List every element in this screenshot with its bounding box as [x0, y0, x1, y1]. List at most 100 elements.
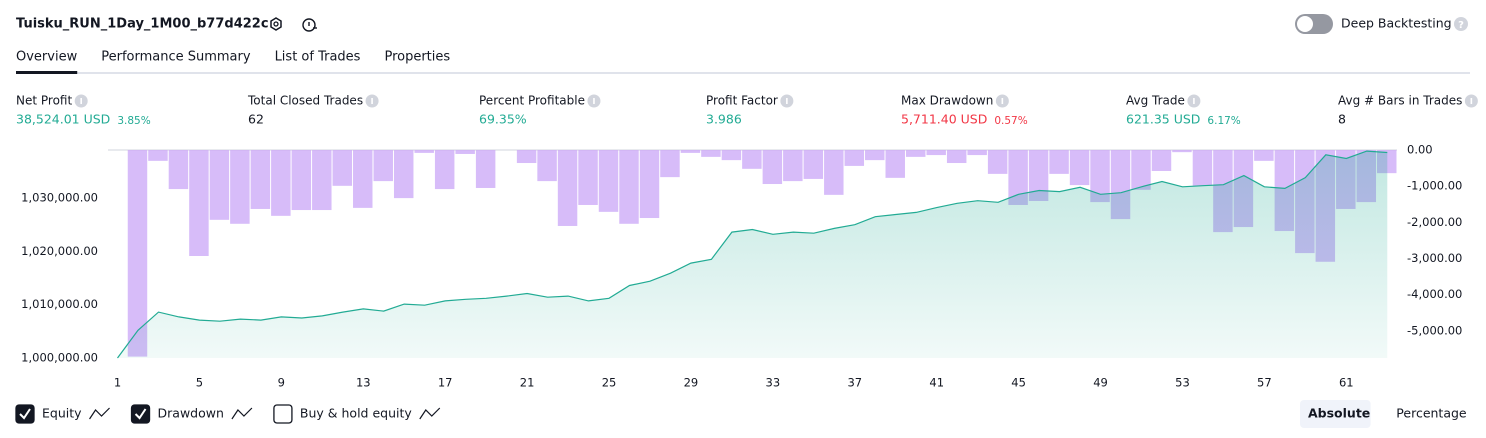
- info-icon-dot: [1193, 98, 1195, 104]
- x-tick-label: 17: [438, 376, 453, 390]
- tab[interactable]: Overview: [16, 50, 78, 65]
- drawdown-bar: [537, 150, 557, 182]
- x-tick-label: 33: [766, 376, 781, 390]
- drawdown-bar: [1131, 150, 1151, 190]
- x-tick-label: 13: [356, 376, 371, 390]
- drawdown-bar: [926, 150, 946, 156]
- drawdown-bar: [783, 150, 803, 182]
- scale-mode-active: [1300, 400, 1371, 428]
- drawdown-bar: [946, 150, 967, 164]
- drawdown-bar: [475, 150, 496, 188]
- x-tick-label: 53: [1175, 376, 1190, 390]
- drawdown-bar: [1028, 150, 1049, 202]
- metric-label: Percent Profitable: [479, 94, 585, 108]
- alert-icon[interactable]: [302, 18, 317, 32]
- drawdown-bar: [1192, 150, 1213, 186]
- legend-checkbox[interactable]: [130, 404, 151, 424]
- drawdown-bar: [393, 150, 414, 199]
- x-tick-label: 5: [196, 376, 203, 390]
- metric-percent: 6.17%: [1207, 115, 1240, 127]
- x-tick-label: 61: [1339, 376, 1354, 390]
- legend-icon: [231, 407, 253, 420]
- x-tick-label: 9: [278, 376, 285, 390]
- drawdown-bar: [353, 150, 373, 208]
- drawdown-bar: [414, 150, 434, 153]
- drawdown-bar: [885, 150, 905, 178]
- x-tick-label: 57: [1257, 376, 1272, 390]
- checkmark: [134, 408, 147, 420]
- tab[interactable]: List of Trades: [275, 50, 361, 65]
- info-icon-dot: [786, 98, 788, 104]
- metric-label: Net Profit: [16, 94, 72, 108]
- y2-tick-label: -2,000.00: [1407, 215, 1462, 229]
- strategy-title: Tuisku_RUN_1Day_1M00_b77d422c: [16, 17, 269, 32]
- settings-icon[interactable]: [270, 17, 282, 31]
- legend-icon: [419, 407, 441, 420]
- drawdown-bar: [1049, 150, 1069, 174]
- x-tick-label: 49: [1093, 376, 1108, 390]
- drawdown-bar: [619, 150, 639, 224]
- y-tick-label: 1,020,000.00: [21, 244, 98, 258]
- info-icon-dot: [371, 98, 373, 104]
- drawdown-bar: [762, 150, 783, 185]
- drawdown-bar: [230, 150, 250, 224]
- drawdown-bar: [905, 150, 926, 157]
- drawdown-bar: [660, 150, 680, 178]
- drawdown-bar: [189, 150, 209, 256]
- x-tick-label: 25: [602, 376, 617, 390]
- drawdown-bar: [742, 150, 762, 169]
- deep-backtesting-toggle[interactable]: [1295, 14, 1333, 34]
- x-tick-label: 29: [684, 376, 699, 390]
- legend-checkbox[interactable]: [273, 404, 293, 424]
- metric-value: 38,524.01 USD: [16, 112, 110, 127]
- x-tick-label: 37: [847, 376, 862, 390]
- drawdown-bar: [250, 150, 271, 209]
- info-icon-dot: [1470, 98, 1473, 104]
- scale-mode[interactable]: Absolute: [1308, 406, 1370, 421]
- legend-label: Buy & hold equity: [300, 406, 412, 421]
- drawdown-bar: [701, 150, 721, 157]
- metric-label: Avg # Bars in Trades: [1338, 94, 1462, 108]
- drawdown-bar: [967, 150, 987, 156]
- metric-label: Profit Factor: [706, 94, 778, 108]
- drawdown-bar: [373, 150, 393, 182]
- y2-tick-label: -3,000.00: [1407, 251, 1462, 265]
- drawdown-bar: [127, 150, 148, 357]
- metric-label: Max Drawdown: [901, 94, 993, 108]
- checkmark: [19, 408, 31, 420]
- y2-tick-label: 0.00: [1407, 143, 1433, 157]
- x-tick-label: 21: [520, 376, 535, 390]
- drawdown-bar: [639, 150, 660, 219]
- drawdown-bar: [844, 150, 865, 166]
- drawdown-bar: [209, 150, 230, 220]
- scale-mode[interactable]: Percentage: [1396, 406, 1467, 421]
- y2-tick-label: -1,000.00: [1407, 179, 1462, 193]
- metric-percent: 3.85%: [117, 115, 150, 127]
- metric-value: 62: [248, 112, 264, 127]
- y-tick-label: 1,000,000.00: [21, 351, 98, 365]
- drawdown-bar: [332, 150, 353, 186]
- drawdown-bar: [1172, 150, 1192, 153]
- info-icon-dot: [80, 98, 82, 104]
- equity-area: [117, 151, 1388, 358]
- drawdown-bar: [680, 150, 701, 153]
- help-icon[interactable]: ?: [1454, 17, 1468, 31]
- y-tick-label: 1,010,000.00: [21, 297, 98, 311]
- metric-value: 621.35 USD: [1126, 112, 1200, 127]
- legend-icon: [89, 407, 110, 420]
- drawdown-bar: [1151, 150, 1172, 171]
- legend-checkbox[interactable]: [15, 404, 35, 424]
- legend-label: Drawdown: [158, 406, 224, 421]
- drawdown-bar: [148, 150, 168, 161]
- drawdown-bar: [1090, 150, 1110, 203]
- tab[interactable]: Performance Summary: [101, 50, 251, 65]
- x-tick-label: 45: [1011, 376, 1026, 390]
- tab[interactable]: Properties: [384, 50, 450, 65]
- drawdown-bar: [865, 150, 885, 161]
- deep-backtesting-label: Deep Backtesting: [1341, 16, 1452, 31]
- equity-line: [117, 150, 1388, 359]
- metric-value: 3.986: [706, 112, 742, 127]
- drawdown-bar: [578, 150, 598, 205]
- metric-label: Total Closed Trades: [247, 94, 363, 108]
